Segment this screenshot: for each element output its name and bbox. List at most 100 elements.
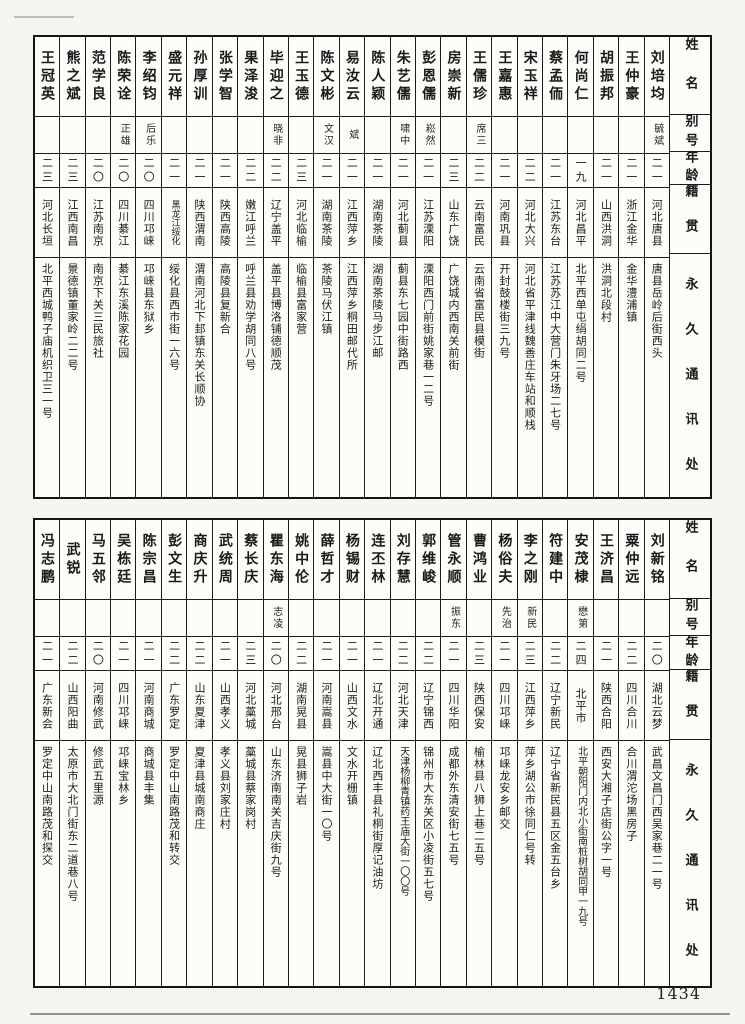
- name-cell: 张学智: [212, 37, 238, 117]
- age-text: 二三: [294, 156, 308, 185]
- address-cell: 天津杨柳青镇药王庙大街一〇〇号: [391, 741, 415, 986]
- origin-text: 四川綦江: [116, 198, 130, 247]
- alias-cell: [238, 117, 263, 154]
- entry-column: 张学智 二一 陕西高陵 高陵县复新合: [211, 37, 238, 497]
- alias-cell: [568, 117, 593, 154]
- address-cell: 北平朝阳门内北小街南桩树胡同甲一九号: [568, 741, 592, 986]
- origin-text: 山西孝义: [218, 681, 232, 730]
- header-cell-alias: 别号: [670, 599, 710, 637]
- age-text: 二三: [523, 639, 537, 668]
- name-text: 张学智: [216, 49, 233, 104]
- address-cell: 呼兰县劝学胡同八号: [238, 258, 262, 497]
- alias-text: 斌: [346, 129, 358, 141]
- entry-column: 易汝云斌二一 江西萍乡 江西萍乡桐田邮代所: [338, 37, 365, 497]
- address-cell: 洪洞北段村: [594, 258, 618, 497]
- name-text: 安茂棣: [572, 532, 589, 587]
- origin-cell: 北平市: [568, 671, 593, 741]
- name-text: 武锐: [64, 541, 81, 578]
- origin-cell: 山西洪洞: [593, 188, 619, 258]
- address-cell: 盖平县博洛铺德顺茂: [264, 258, 288, 497]
- age-cell: 二一: [136, 637, 161, 671]
- name-text: 连丕林: [369, 532, 386, 587]
- name-cell: 王冠英: [34, 37, 60, 117]
- origin-cell: 湖北云梦: [644, 671, 669, 741]
- name-text: 陈人颖: [369, 49, 386, 104]
- entry-column: 何尚仁 一九 河北昌平 北平西单屯绢胡同二号: [567, 37, 593, 497]
- name-text: 瞿东海: [267, 532, 284, 587]
- alias-cell: [238, 600, 263, 637]
- address-text: 高陵县复新合: [218, 263, 232, 335]
- name-text: 李之刚: [521, 532, 538, 587]
- address-text: 云南省富民县模街: [472, 263, 486, 359]
- address-cell: 广饶城内西南关前街: [441, 258, 465, 497]
- age-cell: 二〇: [136, 154, 161, 188]
- alias-cell: [441, 117, 466, 154]
- entry-column: 安茂棣 懋第 二四 北平市 北平朝阳门内北小街南桩树胡同甲一九号: [567, 520, 593, 986]
- alias-cell: 晓非: [263, 117, 288, 154]
- name-cell: 连丕林: [365, 520, 390, 600]
- name-text: 陈宗昌: [140, 532, 157, 587]
- age-text: 二一: [142, 639, 156, 668]
- name-cell: 盛元祥: [161, 37, 187, 117]
- alias-text: 正雄: [118, 123, 130, 147]
- age-cell: 二一: [492, 154, 517, 188]
- address-text: 江苏苏江中大营门朱牙场二七号: [548, 263, 562, 431]
- entry-column: 胡振邦 二一 山西洪洞 洪洞北段村: [592, 37, 619, 497]
- age-text: 二〇: [142, 156, 156, 185]
- age-cell: 二一: [339, 154, 365, 188]
- name-cell: 姚中伦: [288, 520, 314, 600]
- alias-cell: [415, 600, 441, 637]
- origin-text: 河南嵩县: [320, 681, 334, 730]
- origin-text: 江苏南京: [91, 198, 105, 247]
- origin-cell: 江苏东台: [542, 188, 568, 258]
- name-text: 朱艺儒: [394, 49, 411, 104]
- origin-cell: 山西文水: [339, 671, 365, 741]
- name-text: 易汝云: [343, 49, 360, 104]
- name-text: 果泽浚: [242, 49, 259, 104]
- origin-text: 陕西高陵: [218, 198, 232, 247]
- alias-cell: [161, 600, 187, 637]
- entry-column: 果泽浚 二二 嫩江呼兰 呼兰县劝学胡同八号: [237, 37, 263, 497]
- age-cell: 二二: [238, 154, 263, 188]
- alias-cell: [542, 117, 568, 154]
- origin-cell: 云南富民: [466, 188, 492, 258]
- name-cell: 郭维峻: [415, 520, 441, 600]
- age-text: 二一: [116, 639, 130, 668]
- address-text: 天津杨柳青镇药王庙大街一〇〇号: [397, 746, 409, 896]
- address-text: 晃县狮子岩: [294, 746, 308, 806]
- name-text: 杨俗夫: [496, 532, 513, 587]
- name-cell: 陈文彬: [314, 37, 339, 117]
- origin-text: 辽宁新民: [548, 681, 562, 730]
- origin-cell: 河北藁城: [238, 671, 263, 741]
- origin-cell: 河北临榆: [288, 188, 314, 258]
- name-cell: 粟仲远: [619, 520, 644, 600]
- address-text: 辽宁省新民县五区金五台乡: [548, 746, 562, 890]
- age-text: 二一: [320, 639, 334, 668]
- name-cell: 范学良: [85, 37, 111, 117]
- origin-text: 山西文水: [345, 681, 359, 730]
- age-cell: 二一: [339, 637, 365, 671]
- name-text: 郭维峻: [420, 532, 437, 587]
- age-text: 二一: [370, 156, 384, 185]
- age-cell: 二一: [619, 154, 644, 188]
- name-text: 胡振邦: [597, 49, 614, 104]
- address-text: 金华澧浦镇: [624, 263, 638, 323]
- entry-column: 盛元祥 二一 黑龙江绥化 绥化县西市街一六号: [160, 37, 187, 497]
- name-cell: 王嘉惠: [492, 37, 517, 117]
- alias-cell: 啸中: [390, 117, 415, 154]
- name-cell: 杨俗夫: [492, 520, 517, 600]
- origin-text: 湖北云梦: [650, 681, 664, 730]
- address-cell: 晃县狮子岩: [289, 741, 313, 986]
- address-cell: 邛崃县东狱乡: [136, 258, 160, 497]
- name-cell: 王儒珍: [466, 37, 492, 117]
- header-label-origin: 籍贯: [682, 185, 698, 254]
- address-cell: 武昌文昌门西吴家巷二一号: [645, 741, 669, 986]
- alias-cell: 毓斌: [644, 117, 669, 154]
- header-label-address: 永久通讯处: [682, 276, 698, 498]
- address-cell: 辽宁省新民县五区金五台乡: [543, 741, 567, 986]
- age-cell: 二二: [263, 154, 288, 188]
- address-text: 北平朝阳门内北小街南桩树胡同甲一九号: [575, 746, 587, 926]
- alias-text: 后乐: [143, 123, 155, 147]
- address-text: 广饶城内西南关前街: [447, 263, 461, 371]
- alias-cell: [187, 117, 212, 154]
